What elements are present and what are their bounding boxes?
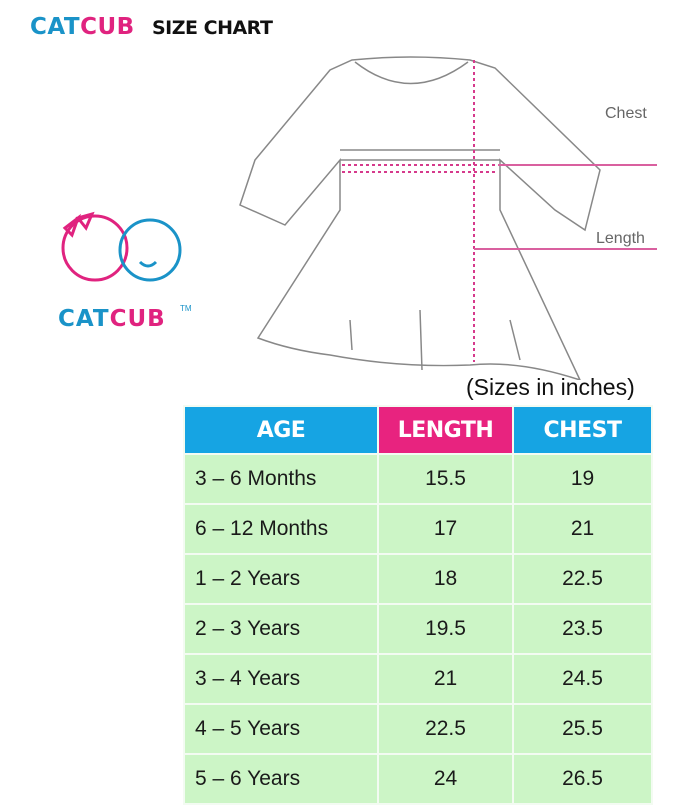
baby-logo-icon xyxy=(61,211,182,282)
cell-chest: 22.5 xyxy=(514,555,651,603)
cell-age: 3 – 6 Months xyxy=(185,455,377,503)
trademark: TM xyxy=(180,304,192,313)
length-label: Length xyxy=(596,230,645,247)
cell-length: 18 xyxy=(379,555,512,603)
header-row: AGE LENGTH CHEST xyxy=(185,407,651,453)
table-row: 1 – 2 Years 18 22.5 xyxy=(185,555,651,603)
logo-wordmark: CATCUB xyxy=(58,306,166,332)
table-row: 3 – 6 Months 15.5 19 xyxy=(185,455,651,503)
cell-age: 4 – 5 Years xyxy=(185,705,377,753)
logo-part-2: CUB xyxy=(109,306,166,332)
size-table: AGE LENGTH CHEST 3 – 6 Months 15.5 19 6 – 1… xyxy=(183,405,653,805)
cell-length: 21 xyxy=(379,655,512,703)
cell-chest: 19 xyxy=(514,455,651,503)
cell-length: 17 xyxy=(379,505,512,553)
cell-chest: 23.5 xyxy=(514,605,651,653)
cell-age: 6 – 12 Months xyxy=(185,505,377,553)
page-title: SIZE CHART xyxy=(152,17,273,39)
table-row: 4 – 5 Years 22.5 25.5 xyxy=(185,705,651,753)
col-chest: CHEST xyxy=(514,407,651,453)
table-row: 5 – 6 Years 24 26.5 xyxy=(185,755,651,803)
col-length: LENGTH xyxy=(379,407,512,453)
cell-age: 3 – 4 Years xyxy=(185,655,377,703)
cell-chest: 24.5 xyxy=(514,655,651,703)
cell-chest: 25.5 xyxy=(514,705,651,753)
cell-length: 19.5 xyxy=(379,605,512,653)
table-row: 3 – 4 Years 21 24.5 xyxy=(185,655,651,703)
cell-age: 5 – 6 Years xyxy=(185,755,377,803)
table-row: 2 – 3 Years 19.5 23.5 xyxy=(185,605,651,653)
cell-length: 22.5 xyxy=(379,705,512,753)
logo-part-1: CAT xyxy=(58,306,110,332)
col-age: AGE xyxy=(185,407,377,453)
brand-part-1: CAT xyxy=(30,14,81,40)
cell-age: 2 – 3 Years xyxy=(185,605,377,653)
cell-chest: 21 xyxy=(514,505,651,553)
measure-lines xyxy=(342,60,657,362)
cell-chest: 26.5 xyxy=(514,755,651,803)
dress-outline xyxy=(239,56,601,380)
brand-wordmark: CATCUB xyxy=(30,14,135,40)
chest-label: Chest xyxy=(605,105,647,122)
dress-diagram xyxy=(61,56,657,380)
table-row: 6 – 12 Months 17 21 xyxy=(185,505,651,553)
cell-length: 15.5 xyxy=(379,455,512,503)
brand-part-2: CUB xyxy=(80,14,135,40)
cell-length: 24 xyxy=(379,755,512,803)
cell-age: 1 – 2 Years xyxy=(185,555,377,603)
units-note: (Sizes in inches) xyxy=(466,374,635,400)
